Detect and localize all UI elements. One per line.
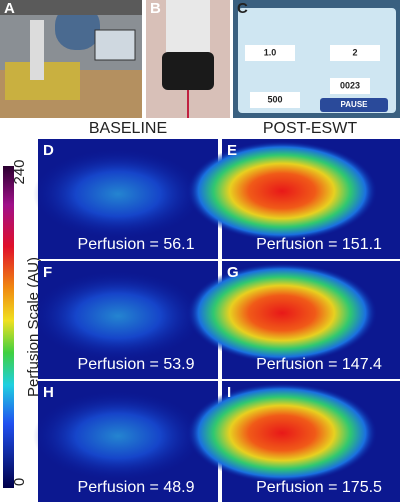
- panel-letter: F: [43, 264, 52, 281]
- panel-letter: B: [150, 0, 161, 17]
- perfusion-value: Perfusion = 147.4: [256, 356, 382, 373]
- screen-text: 1.0: [264, 47, 277, 57]
- screen-text: 0023: [340, 80, 360, 90]
- perfusion-value: Perfusion = 48.9: [78, 479, 195, 496]
- photo-c: [233, 0, 400, 118]
- photo-a: [0, 0, 142, 118]
- column-header: POST-ESWT: [263, 120, 357, 137]
- perfusion-image: F Perfusion = 53.9: [33, 261, 218, 379]
- panel-letter: G: [227, 264, 239, 281]
- perfusion-field: [187, 383, 377, 483]
- colorbar-tick: 0: [11, 478, 28, 486]
- perfusion-field: [33, 149, 203, 239]
- panel-letter: A: [4, 0, 15, 17]
- panel-letter: C: [237, 0, 248, 17]
- colorbar-tick: 240: [11, 159, 28, 184]
- perfusion-value: Perfusion = 56.1: [78, 236, 195, 253]
- perfusion-field: [33, 391, 203, 481]
- perfusion-image: D Perfusion = 56.1: [33, 139, 218, 259]
- perfusion-image: E Perfusion = 151.1: [187, 139, 400, 259]
- perfusion-field: [187, 141, 377, 241]
- panel-letter: E: [227, 142, 237, 159]
- perfusion-image: H Perfusion = 48.9: [33, 381, 218, 502]
- panel-letter: D: [43, 142, 54, 159]
- column-header: BASELINE: [89, 120, 167, 137]
- panel-letter: I: [227, 384, 231, 401]
- screen-text: PAUSE: [341, 100, 369, 109]
- perfusion-field: [33, 271, 203, 361]
- panel-letter: H: [43, 384, 54, 401]
- colorbar-label: Perfusion Scale (AU): [25, 257, 42, 397]
- photo-b: [146, 0, 230, 118]
- perfusion-image: G Perfusion = 147.4: [187, 261, 400, 379]
- screen-text: 500: [267, 94, 282, 104]
- perfusion-value: Perfusion = 175.5: [256, 479, 382, 496]
- perfusion-field: [187, 263, 377, 363]
- perfusion-value: Perfusion = 151.1: [256, 236, 382, 253]
- perfusion-value: Perfusion = 53.9: [78, 356, 195, 373]
- colorbar: [3, 166, 14, 488]
- perfusion-image: I Perfusion = 175.5: [187, 381, 400, 502]
- screen-text: 2: [352, 47, 357, 57]
